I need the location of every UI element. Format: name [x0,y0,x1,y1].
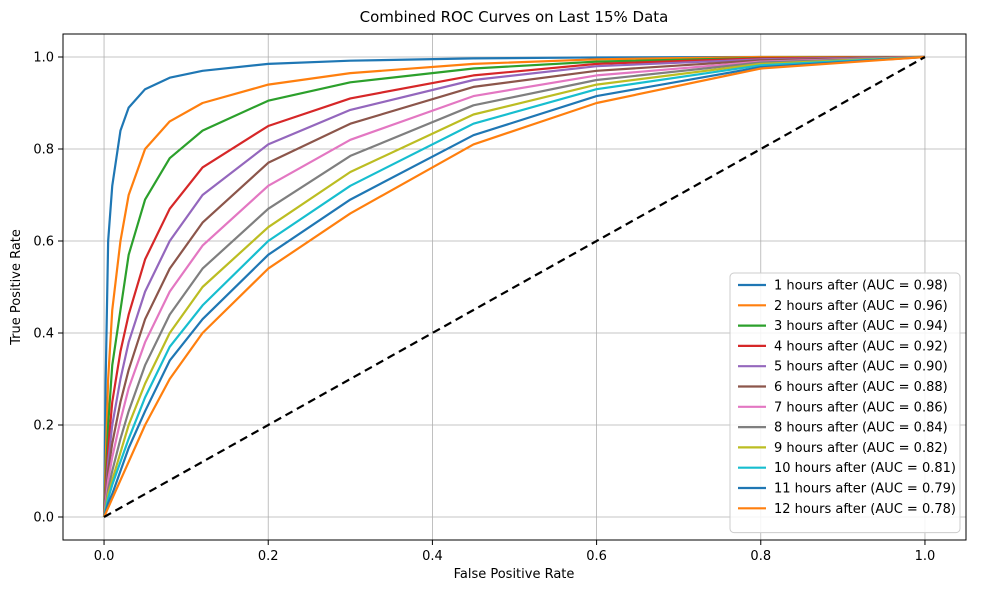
roc-series-line-7 [102,55,925,518]
plot-frame [62,33,967,541]
y-axis-label: True Positive Rate [9,229,24,346]
legend-label: 9 hours after (AUC = 0.82) [774,441,948,456]
y-tick-label: 0.4 [33,327,54,342]
legend-label: 4 hours after (AUC = 0.92) [774,339,948,354]
x-axis-label: False Positive Rate [454,567,575,582]
roc-series-line-11 [102,55,926,518]
y-tick-label: 0.2 [33,419,54,434]
roc-series-line-12 [103,55,926,518]
legend-label: 10 hours after (AUC = 0.81) [774,461,956,476]
legend-label: 2 hours after (AUC = 0.96) [774,299,948,314]
x-tick-label: 0.2 [258,549,279,564]
roc-series-line-5 [102,55,925,518]
chart-title: Combined ROC Curves on Last 15% Data [360,8,669,26]
x-tick-label: 0.0 [94,549,115,564]
y-tick-label: 0.6 [33,235,54,250]
roc-series-line-6 [102,55,925,518]
legend-label: 12 hours after (AUC = 0.78) [774,502,956,517]
chance-reference-line [103,56,926,518]
x-tick-label: 0.4 [422,549,443,564]
roc-series-line-2 [102,55,925,518]
roc-series-line-10 [102,55,926,518]
plot-area [102,55,926,518]
x-tick-label: 0.8 [750,549,771,564]
legend-label: 5 hours after (AUC = 0.90) [774,360,948,375]
roc-series-line-4 [102,55,925,518]
legend-box [729,272,961,534]
roc-series-line-1 [102,55,925,518]
y-tick-label: 0.0 [33,511,54,526]
axis-ticks: 0.0 0.2 0.4 0.6 0.8 1.0 0.0 0.2 0.4 0.6 0.8 1.0 [33,51,935,565]
legend-label: 8 hours after (AUC = 0.84) [774,421,948,436]
roc-series-line-3 [102,55,925,518]
y-tick-label: 0.8 [33,143,54,158]
legend-label: 11 hours after (AUC = 0.79) [774,482,956,497]
legend: 1 hours after (AUC = 0.98) 2 hours after … [729,272,961,534]
x-tick-label: 1.0 [915,549,936,564]
y-tick-label: 1.0 [33,51,54,66]
x-tick-label: 0.6 [586,549,607,564]
legend-label: 7 hours after (AUC = 0.86) [774,400,948,415]
legend-label: 6 hours after (AUC = 0.88) [774,380,948,395]
roc-series-line-8 [102,55,925,518]
roc-series-line-9 [102,55,925,518]
legend-label: 1 hours after (AUC = 0.98) [774,279,948,294]
legend-label: 3 hours after (AUC = 0.94) [774,319,948,334]
